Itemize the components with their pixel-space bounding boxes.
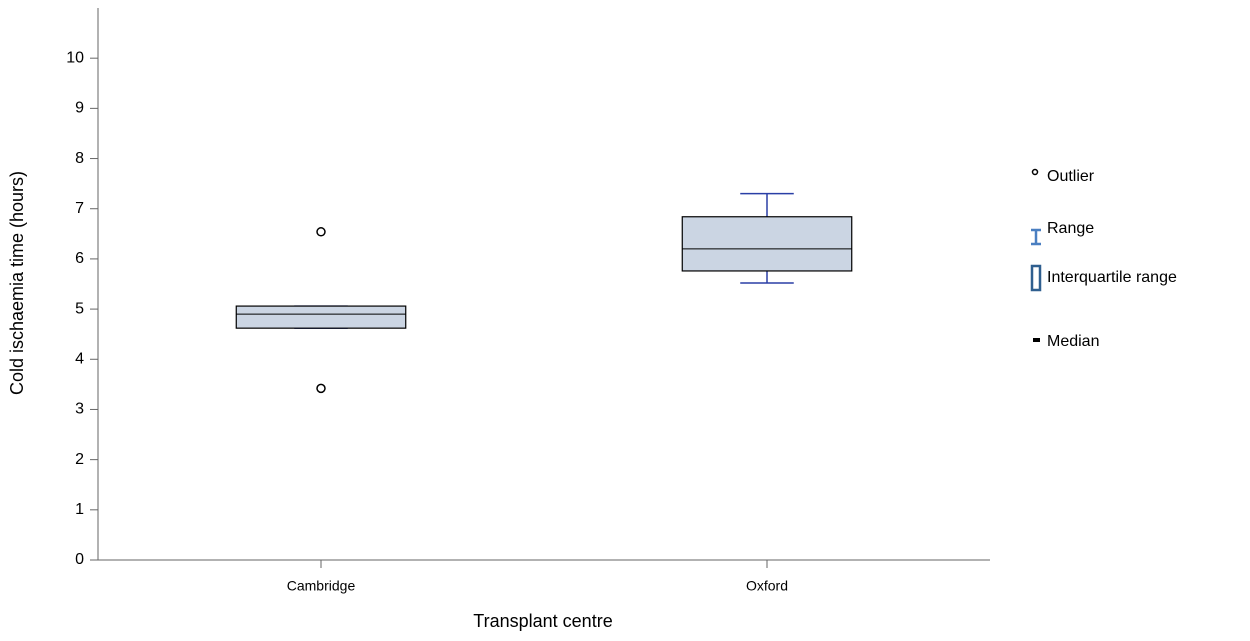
- legend-label: Outlier: [1047, 168, 1095, 185]
- legend-label: Median: [1047, 333, 1099, 350]
- legend-iqr-icon: [1030, 264, 1042, 292]
- x-tick-label: Cambridge: [287, 578, 356, 594]
- legend-median-icon: [1033, 338, 1040, 342]
- y-tick-label: 4: [75, 350, 84, 367]
- y-tick-label: 8: [75, 150, 84, 167]
- y-tick-label: 5: [75, 300, 84, 317]
- y-tick-label: 3: [75, 401, 84, 418]
- y-tick-label: 9: [75, 100, 84, 117]
- x-tick-label: Oxford: [746, 578, 788, 594]
- x-axis-title: Transplant centre: [473, 611, 612, 631]
- legend-outlier-icon: [1031, 168, 1039, 176]
- y-tick-label: 6: [75, 250, 84, 267]
- box: [681, 216, 853, 272]
- y-tick-label: 7: [75, 200, 84, 217]
- box: [235, 305, 407, 329]
- y-tick-label: 0: [75, 551, 84, 568]
- y-tick-label: 2: [75, 451, 84, 468]
- y-tick-label: 1: [75, 501, 84, 518]
- legend-label: Interquartile range: [1047, 269, 1177, 286]
- outlier: [316, 383, 326, 394]
- y-axis-title: Cold ischaemia time (hours): [7, 171, 27, 395]
- outlier: [316, 227, 326, 237]
- legend: Outlier Range Interquartile range Median: [1030, 168, 1177, 350]
- legend-range-icon: [1031, 228, 1041, 246]
- y-tick-label: 10: [66, 49, 84, 66]
- legend-label: Range: [1047, 220, 1094, 237]
